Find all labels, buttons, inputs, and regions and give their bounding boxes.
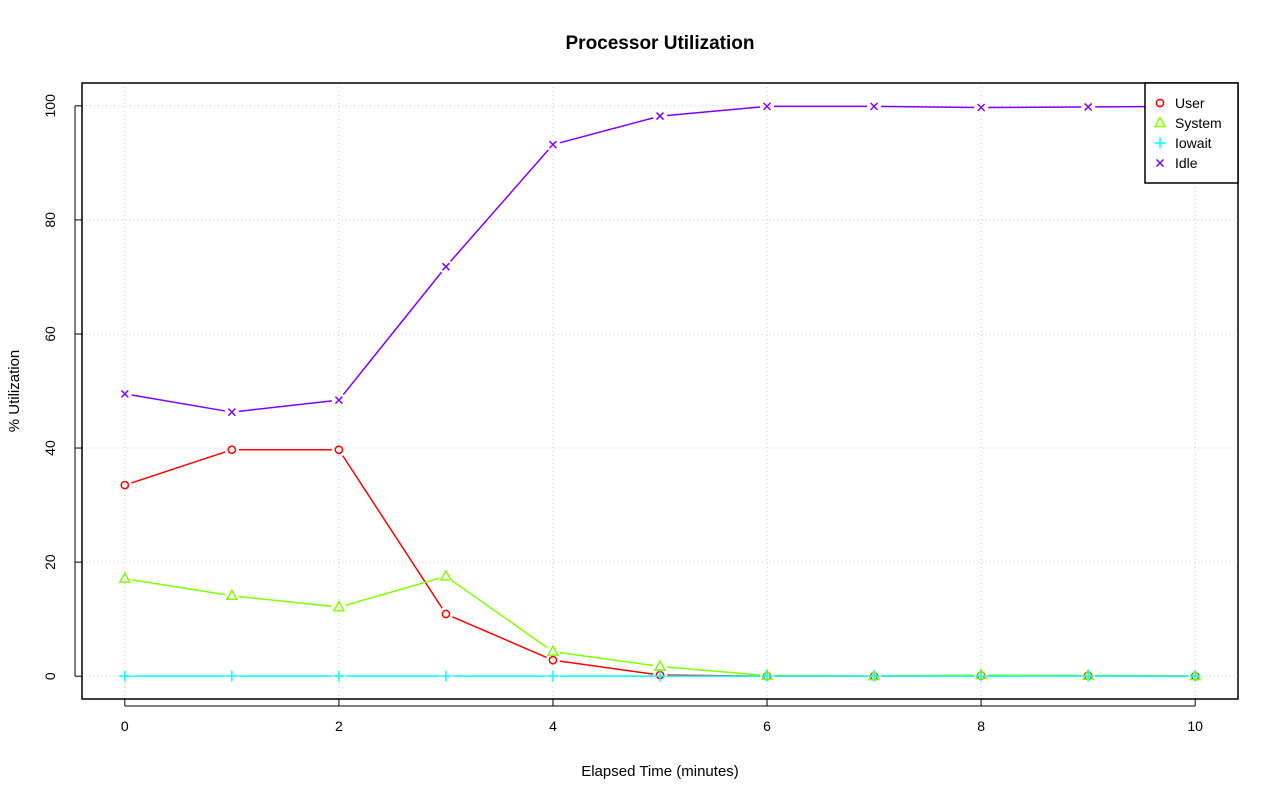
x-tick-label: 0 (121, 718, 129, 734)
x-axis-label: Elapsed Time (minutes) (581, 763, 739, 780)
line-segment (131, 451, 226, 484)
series-system (118, 569, 1202, 681)
data-point-system (546, 644, 560, 656)
data-point-iowait (654, 670, 666, 682)
line-segment (559, 660, 654, 675)
y-axis-label: % Utilization (6, 350, 23, 433)
x-tick-label: 6 (763, 718, 771, 734)
data-point-iowait (119, 670, 131, 682)
line-segment (452, 616, 547, 659)
data-point-idle (441, 262, 450, 271)
x-tick-label: 10 (1187, 718, 1203, 734)
legend-marker-iowait (1154, 137, 1166, 149)
y-tick-label: 80 (42, 212, 58, 228)
line-segment (342, 271, 443, 396)
legend-label: Idle (1175, 155, 1198, 171)
legend-label: Iowait (1175, 135, 1212, 151)
legend: User System Iowait Idle (1144, 82, 1239, 184)
data-point-system (225, 588, 239, 601)
data-point-user (548, 655, 558, 665)
y-tick-label: 20 (42, 554, 58, 570)
data-point-idle (870, 102, 879, 111)
line-segment (559, 651, 654, 667)
data-point-system (653, 659, 667, 671)
legend-label: System (1175, 115, 1222, 131)
data-point-iowait (1082, 670, 1094, 682)
y-tick-label: 0 (42, 672, 58, 680)
data-point-idle (120, 389, 129, 398)
series-iowait (119, 670, 1201, 682)
y-tick-label: 100 (42, 94, 58, 118)
data-point-iowait (761, 670, 773, 682)
chart-title: Processor Utilization (566, 33, 755, 54)
line-segment (451, 579, 548, 649)
line-segment (238, 400, 333, 413)
data-point-iowait (226, 670, 238, 682)
data-point-idle (334, 396, 343, 405)
line-segment (131, 579, 226, 596)
line-segment (345, 577, 440, 606)
legend-marker-idle (1155, 158, 1165, 168)
data-point-user (334, 445, 344, 455)
line-segment (559, 117, 654, 144)
series-user (120, 445, 1200, 681)
data-point-system (332, 600, 346, 612)
line-segment (449, 149, 549, 262)
data-point-system (118, 571, 132, 583)
data-point-idle (763, 102, 772, 111)
y-tick-label: 60 (42, 326, 58, 342)
x-tick-label: 2 (335, 718, 343, 734)
line-segment (342, 455, 443, 609)
data-point-system (439, 569, 453, 581)
data-point-idle (1084, 102, 1093, 111)
line-segment (666, 106, 761, 117)
line-segment (666, 666, 761, 676)
y-tick-label: 40 (42, 440, 58, 456)
data-point-idle (227, 408, 236, 417)
legend-marker-system (1153, 115, 1167, 128)
data-point-iowait (547, 670, 559, 682)
x-tick-label: 4 (549, 718, 557, 734)
grid (82, 83, 1238, 699)
data-point-iowait (975, 670, 987, 682)
x-tick-label: 8 (977, 718, 985, 734)
line-segment (238, 595, 333, 608)
data-point-iowait (333, 670, 345, 682)
data-point-iowait (868, 670, 880, 682)
data-point-user (227, 445, 237, 455)
series-group (118, 102, 1202, 682)
line-segment (881, 105, 975, 109)
data-point-idle (977, 103, 986, 112)
data-point-iowait (440, 670, 452, 682)
line-segment (131, 394, 226, 412)
data-point-idle (655, 112, 665, 121)
legend-marker-user (1155, 98, 1165, 108)
data-point-iowait (1189, 670, 1201, 682)
series-idle (120, 102, 1200, 417)
legend-label: User (1175, 95, 1205, 111)
plot-frame (81, 82, 1239, 700)
data-point-user (120, 480, 130, 490)
data-point-idle (548, 140, 557, 149)
data-point-user (441, 609, 451, 619)
